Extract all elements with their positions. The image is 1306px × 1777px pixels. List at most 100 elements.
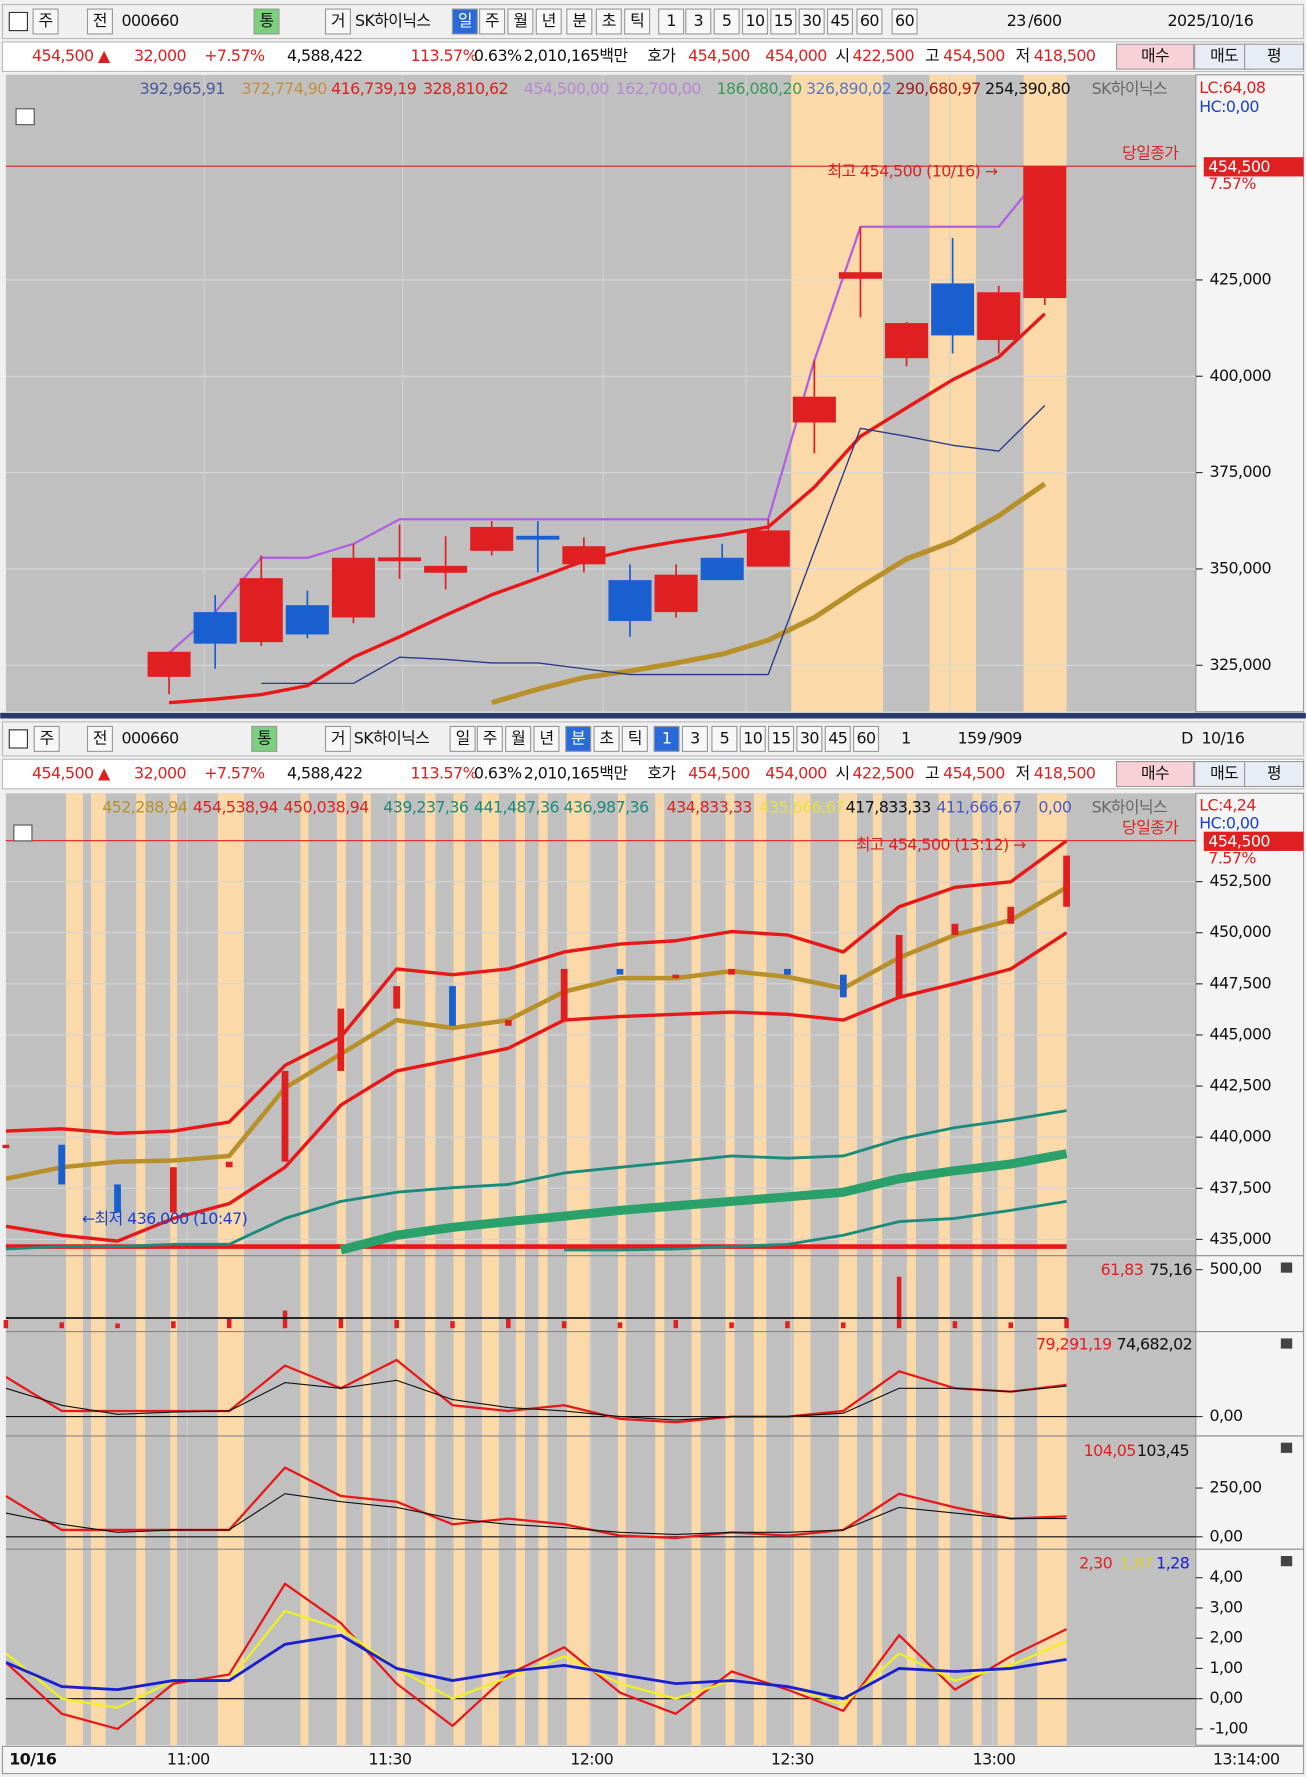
toolbar-button[interactable] — [770, 8, 797, 35]
toolbar-button[interactable] — [891, 8, 918, 35]
indicator-line — [5, 1358, 1067, 1424]
legend-entry: 104,05 — [1084, 1441, 1136, 1460]
toolbar-button[interactable] — [505, 725, 532, 752]
order-button[interactable] — [1244, 43, 1305, 70]
y-tick-label: 0,00 — [1209, 1526, 1243, 1545]
time-label: 11:30 — [369, 1750, 412, 1769]
quote-field: 시 — [835, 46, 849, 65]
candle-body — [608, 580, 652, 621]
price-tag: 454,500 — [1208, 831, 1270, 850]
toolbar-button[interactable] — [451, 8, 478, 35]
order-button[interactable] — [1115, 43, 1195, 70]
splitter — [0, 712, 1306, 719]
legend-entry: 186,080,20 — [716, 79, 802, 98]
price-candle — [560, 968, 568, 1021]
toolbar-button[interactable] — [476, 725, 503, 752]
band-line — [5, 839, 1068, 1135]
quote-field: 4,588,422 — [287, 764, 363, 783]
toolbar-button[interactable] — [621, 725, 648, 752]
legend-entry: 2,30 — [1079, 1553, 1113, 1572]
toolbar-button[interactable] — [324, 725, 351, 752]
toolbar-button[interactable] — [253, 8, 280, 35]
toolbar-button[interactable] — [449, 725, 476, 752]
toolbar-button[interactable] — [507, 8, 534, 35]
close-tag: 당일종가 — [1122, 818, 1179, 837]
toolbar-button[interactable] — [565, 725, 592, 752]
price-candle — [281, 1070, 289, 1162]
toolbar-button[interactable] — [853, 725, 880, 752]
candle-body — [424, 565, 468, 573]
highlight-band — [972, 793, 982, 1746]
toolbar-button[interactable] — [251, 725, 278, 752]
toolbar-button[interactable] — [768, 725, 795, 752]
candle-body — [378, 557, 422, 562]
toolbar-button[interactable] — [713, 8, 740, 35]
volume-bar — [171, 1321, 176, 1329]
order-button-label: 평 — [1267, 46, 1281, 65]
toolbar-button-label: 월 — [511, 728, 525, 747]
quote-field: 454,500 ▲ — [32, 46, 111, 65]
toolbar-button[interactable] — [593, 725, 620, 752]
toolbar-button[interactable] — [533, 725, 560, 752]
toolbar-button[interactable] — [826, 8, 854, 35]
toolbar-button[interactable] — [624, 8, 651, 35]
high-note: 최고 454,500 (13:12) → — [856, 835, 1026, 854]
toolbar-button[interactable] — [566, 8, 593, 35]
toolbar-button[interactable] — [856, 8, 883, 35]
toolbar-button-label: 주 — [39, 11, 53, 30]
toolbar-button-label: 일 — [456, 728, 470, 747]
indicator-line — [5, 1379, 1067, 1421]
toolbar-button[interactable] — [479, 8, 506, 35]
toolbar-button-label: 초 — [602, 11, 616, 30]
legend-entry: SK하이닉스 — [1092, 798, 1167, 817]
toolbar-button[interactable] — [86, 725, 113, 752]
toolbar-button-label: 5 — [722, 11, 732, 30]
price-candle — [895, 934, 903, 998]
toolbar-button[interactable] — [685, 8, 712, 35]
toolbar-button[interactable] — [741, 8, 769, 35]
toolbar-button[interactable] — [535, 8, 562, 35]
toolbar-button[interactable] — [739, 725, 766, 752]
lc-label: LC:4,24 — [1199, 795, 1256, 814]
quote-field: 454,500 — [943, 46, 1005, 65]
y-tick-label: 0,00 — [1209, 1688, 1243, 1707]
y-tick-label: 250,00 — [1209, 1478, 1262, 1497]
order-button[interactable] — [1194, 761, 1255, 788]
toolbar-button[interactable] — [32, 8, 59, 35]
volume-bar — [841, 1322, 846, 1329]
candle-body — [239, 578, 283, 643]
order-button[interactable] — [1244, 761, 1305, 788]
order-button[interactable] — [1115, 761, 1195, 788]
plot-area — [5, 74, 1196, 712]
toolbar-field: SK하이닉스 — [354, 728, 429, 747]
change-tag: 7.57% — [1208, 848, 1256, 867]
toolbar-button[interactable] — [711, 725, 738, 752]
toolbar-button[interactable] — [595, 8, 622, 35]
highlight-band — [336, 793, 346, 1746]
toolbar-button[interactable] — [324, 8, 351, 35]
legend-entry: 162,700,00 — [616, 79, 702, 98]
highlight-band — [938, 793, 950, 1746]
toolbar-button[interactable] — [86, 8, 113, 35]
price-candle — [672, 974, 680, 979]
toolbar-button[interactable] — [658, 8, 685, 35]
band-line — [5, 931, 1068, 1243]
y-tick-label: 0,00 — [1209, 1406, 1243, 1425]
band-line — [339, 1149, 1068, 1255]
price-candle — [114, 1184, 121, 1213]
toolbar-button-label: 년 — [539, 728, 553, 747]
high-note: 최고 454,500 (10/16) → — [828, 161, 998, 180]
quote-field: 2,010,165백만 — [524, 764, 629, 783]
highlight-band — [655, 793, 665, 1746]
toolbar-button[interactable] — [33, 725, 60, 752]
toolbar-button[interactable] — [653, 725, 680, 752]
y-tick-label: 4,00 — [1209, 1567, 1243, 1586]
toolbar-button[interactable] — [681, 725, 708, 752]
toolbar-button[interactable] — [798, 8, 825, 35]
price-candle — [449, 986, 456, 1026]
candle-body — [516, 535, 560, 540]
toolbar-button-label: 월 — [513, 11, 527, 30]
toolbar-button[interactable] — [796, 725, 823, 752]
toolbar-button[interactable] — [824, 725, 851, 752]
highlight-band — [481, 793, 499, 1746]
